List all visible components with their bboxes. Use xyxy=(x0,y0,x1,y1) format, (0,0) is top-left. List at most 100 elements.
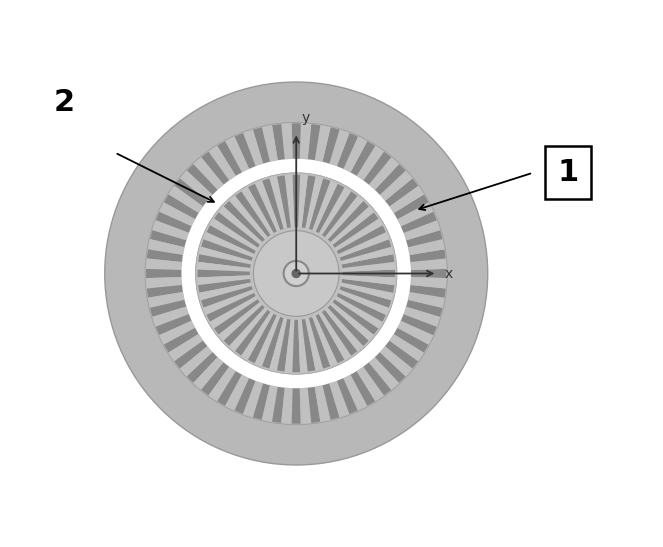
Polygon shape xyxy=(148,239,184,255)
Polygon shape xyxy=(229,307,268,351)
Polygon shape xyxy=(248,184,277,233)
Polygon shape xyxy=(292,388,301,424)
Polygon shape xyxy=(316,184,345,233)
Polygon shape xyxy=(406,300,442,317)
Polygon shape xyxy=(335,296,383,328)
Polygon shape xyxy=(308,387,320,423)
Polygon shape xyxy=(315,385,331,422)
Polygon shape xyxy=(385,341,418,369)
Polygon shape xyxy=(375,164,406,195)
Circle shape xyxy=(284,261,309,286)
Polygon shape xyxy=(253,127,270,164)
Polygon shape xyxy=(401,212,437,233)
Polygon shape xyxy=(235,191,271,237)
Polygon shape xyxy=(159,202,195,226)
Polygon shape xyxy=(146,258,182,270)
Polygon shape xyxy=(262,178,284,230)
Polygon shape xyxy=(351,141,375,176)
Circle shape xyxy=(145,123,448,424)
Polygon shape xyxy=(174,341,208,369)
Polygon shape xyxy=(330,130,349,166)
Polygon shape xyxy=(150,230,186,247)
Polygon shape xyxy=(201,363,229,395)
Polygon shape xyxy=(277,319,291,371)
Polygon shape xyxy=(410,249,446,262)
Polygon shape xyxy=(225,137,249,172)
Polygon shape xyxy=(243,381,263,417)
Polygon shape xyxy=(235,133,255,168)
Polygon shape xyxy=(194,157,223,190)
Polygon shape xyxy=(164,328,198,352)
Polygon shape xyxy=(229,196,268,240)
Polygon shape xyxy=(341,279,394,293)
Polygon shape xyxy=(408,239,444,255)
Polygon shape xyxy=(223,201,265,242)
Polygon shape xyxy=(323,127,339,164)
Polygon shape xyxy=(341,283,393,300)
Polygon shape xyxy=(201,286,253,307)
Polygon shape xyxy=(210,219,258,251)
Polygon shape xyxy=(152,220,189,240)
Polygon shape xyxy=(292,320,300,373)
Polygon shape xyxy=(351,371,375,406)
Polygon shape xyxy=(187,164,217,195)
Polygon shape xyxy=(255,181,280,231)
Polygon shape xyxy=(300,388,311,423)
Polygon shape xyxy=(369,157,399,190)
Polygon shape xyxy=(248,314,277,363)
Polygon shape xyxy=(150,300,186,317)
Polygon shape xyxy=(316,314,345,363)
Polygon shape xyxy=(312,316,337,366)
Polygon shape xyxy=(281,388,293,423)
Polygon shape xyxy=(389,334,424,361)
Polygon shape xyxy=(198,275,250,285)
Polygon shape xyxy=(214,299,260,335)
Polygon shape xyxy=(330,381,349,417)
Polygon shape xyxy=(337,225,386,254)
Polygon shape xyxy=(325,196,363,240)
Polygon shape xyxy=(168,334,203,361)
Polygon shape xyxy=(147,285,183,298)
Polygon shape xyxy=(343,270,395,277)
Polygon shape xyxy=(357,146,384,181)
Polygon shape xyxy=(292,123,301,159)
Polygon shape xyxy=(262,317,284,369)
Polygon shape xyxy=(406,230,442,247)
Polygon shape xyxy=(333,299,379,335)
Polygon shape xyxy=(330,302,374,341)
Polygon shape xyxy=(410,258,446,270)
Circle shape xyxy=(253,231,339,316)
Polygon shape xyxy=(194,357,223,390)
Polygon shape xyxy=(357,366,384,401)
Polygon shape xyxy=(309,317,330,369)
Polygon shape xyxy=(322,191,357,237)
Polygon shape xyxy=(339,286,391,307)
Polygon shape xyxy=(200,247,251,264)
Polygon shape xyxy=(309,178,330,230)
Polygon shape xyxy=(210,296,258,328)
Polygon shape xyxy=(397,202,433,226)
Polygon shape xyxy=(241,312,274,360)
Polygon shape xyxy=(339,240,391,261)
Polygon shape xyxy=(315,125,331,162)
Circle shape xyxy=(184,161,408,386)
Polygon shape xyxy=(253,383,270,420)
Polygon shape xyxy=(404,220,440,240)
Polygon shape xyxy=(198,254,251,268)
Polygon shape xyxy=(341,247,393,264)
Polygon shape xyxy=(198,262,250,272)
Text: 2: 2 xyxy=(54,88,75,117)
Polygon shape xyxy=(198,270,250,277)
Polygon shape xyxy=(397,321,433,345)
Polygon shape xyxy=(319,312,351,360)
Polygon shape xyxy=(235,310,271,356)
Polygon shape xyxy=(277,176,291,228)
Circle shape xyxy=(196,173,397,374)
Polygon shape xyxy=(159,321,195,345)
Polygon shape xyxy=(146,269,182,278)
Polygon shape xyxy=(187,352,217,383)
Polygon shape xyxy=(343,375,367,410)
Polygon shape xyxy=(401,314,437,335)
Text: x: x xyxy=(445,266,453,281)
Polygon shape xyxy=(152,307,189,327)
